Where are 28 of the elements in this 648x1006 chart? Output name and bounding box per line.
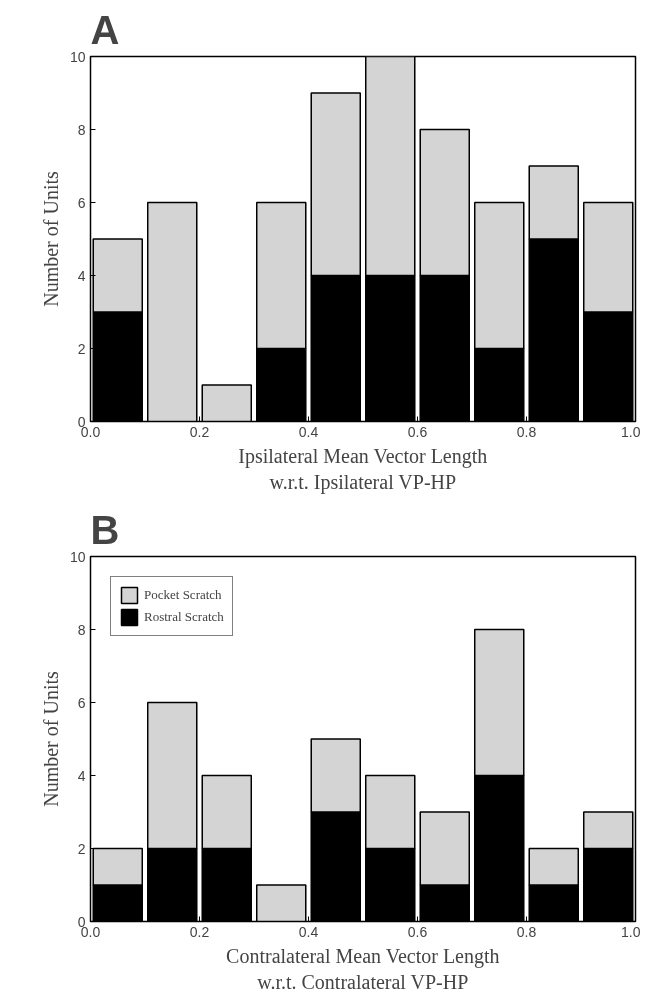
y-tick-label: 4 [77, 267, 86, 284]
x-axis-title: Ipsilateral Mean Vector Length w.r.t. Ipsilateral VP-HP [238, 444, 488, 494]
y-tick-label: 8 [77, 621, 86, 638]
y-tick-label: 6 [77, 694, 86, 711]
chart-title: A [90, 7, 120, 52]
y-tick-label: 2 [77, 340, 86, 357]
x-tick-label: 0.4 [298, 423, 319, 440]
x-tick-label: 0.2 [189, 923, 210, 940]
x-tick-label: 0.8 [516, 923, 537, 940]
y-axis-title: Number of Units [39, 671, 62, 807]
x-tick-label: 0.6 [407, 423, 428, 440]
y-tick-label: 6 [77, 194, 86, 211]
x-tick-label: 0.6 [407, 923, 428, 940]
chart-title: B [90, 507, 120, 552]
legend-label: Rostral Scratch [144, 609, 224, 625]
y-tick-label: 10 [69, 48, 86, 65]
x-tick-label: 0.2 [189, 423, 210, 440]
y-tick-label: 10 [69, 548, 86, 565]
y-tick-label: 4 [77, 767, 86, 784]
x-tick-label: 0.4 [298, 923, 319, 940]
y-tick-label: 2 [77, 840, 86, 857]
y-tick-label: 8 [77, 121, 86, 138]
legend-label: Pocket Scratch [144, 587, 222, 603]
x-axis-title: Contralateral Mean Vector Length w.r.t. Contralateral VP-HP [226, 944, 500, 993]
x-tick-label: 1.0 [621, 923, 641, 940]
x-tick-label: 0.8 [516, 423, 537, 440]
y-axis-title: Number of Units [39, 171, 62, 307]
x-tick-label: 1.0 [621, 423, 641, 440]
